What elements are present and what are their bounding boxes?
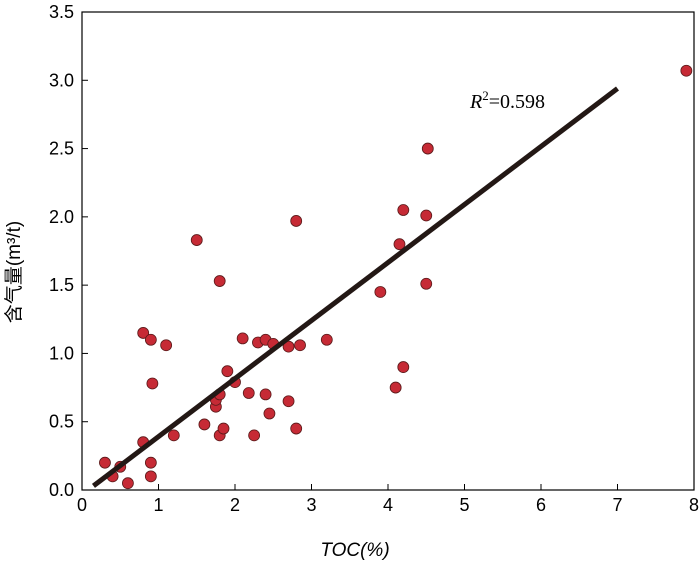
y-tick-label: 3.5	[49, 2, 74, 22]
data-point	[242, 387, 255, 399]
data-point	[397, 204, 410, 216]
x-tick-label: 5	[459, 495, 469, 515]
y-axis-title: 含气量(m³/t)	[3, 221, 25, 323]
x-tick-label: 6	[536, 495, 546, 515]
data-point	[397, 361, 410, 373]
data-point	[167, 429, 180, 442]
x-tick-label: 7	[612, 495, 622, 515]
data-point	[198, 418, 211, 431]
data-point	[190, 234, 203, 246]
y-tick-label: 0.0	[49, 480, 74, 500]
r-squared-annotation: R2=0.598	[469, 88, 545, 113]
data-point	[393, 238, 406, 251]
trendline	[91, 86, 620, 488]
y-tick-label: 0.5	[49, 412, 74, 432]
data-point	[421, 142, 434, 155]
data-point	[263, 407, 276, 420]
data-point	[122, 477, 134, 490]
y-tick-label: 1.5	[49, 275, 74, 295]
data-point	[144, 333, 157, 346]
data-point	[248, 429, 261, 442]
plot-frame	[81, 11, 695, 491]
data-point	[259, 388, 272, 401]
data-point	[99, 456, 111, 469]
axis-ticks	[81, 11, 695, 491]
data-point	[217, 422, 230, 435]
data-point	[236, 332, 249, 345]
x-tick-label: 0	[77, 495, 87, 515]
x-tick-label: 4	[383, 495, 393, 515]
data-point	[213, 275, 226, 287]
data-point	[221, 365, 234, 378]
data-point	[389, 381, 402, 394]
x-tick-label: 3	[306, 495, 316, 515]
x-tick-label: 8	[689, 495, 699, 515]
data-point	[144, 456, 157, 469]
data-point	[374, 286, 387, 298]
axis-tick-labels: 0 1 2 3 4 5 6 7 8 0.0 0.5 1.0 1.5 2.0 2.5 3.0 3.5	[49, 2, 699, 515]
data-point	[680, 64, 693, 77]
data-point	[144, 470, 157, 483]
data-point	[290, 215, 303, 227]
x-tick-label: 1	[153, 495, 163, 515]
y-tick-label: 1.0	[49, 343, 74, 363]
data-point	[320, 333, 333, 346]
y-tick-label: 2.5	[49, 139, 74, 159]
data-point	[420, 277, 433, 290]
x-axis-title: TOC(%)	[320, 540, 389, 561]
data-point	[294, 339, 306, 352]
x-tick-label: 2	[230, 495, 240, 515]
data-point	[137, 327, 150, 339]
data-point	[290, 422, 303, 435]
data-point	[146, 377, 159, 390]
data-points	[99, 64, 693, 490]
data-point	[160, 339, 173, 352]
y-tick-label: 3.0	[49, 70, 74, 90]
data-point	[420, 209, 433, 222]
data-point	[282, 395, 295, 408]
data-point	[282, 340, 295, 353]
y-tick-label: 2.0	[49, 207, 74, 227]
